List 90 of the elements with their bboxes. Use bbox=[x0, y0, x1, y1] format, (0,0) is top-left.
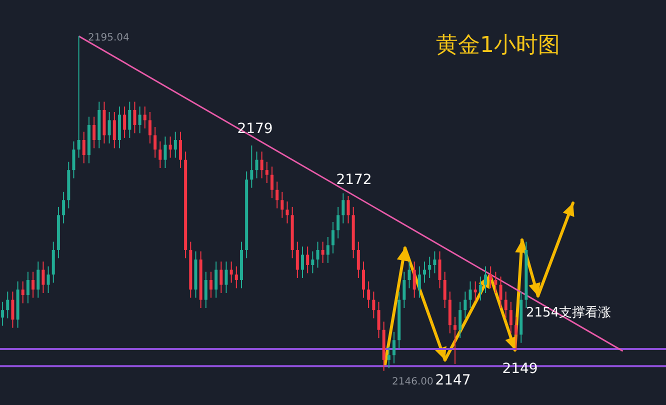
candlestick bbox=[11, 291, 14, 328]
candlestick bbox=[408, 261, 411, 289]
candlestick bbox=[128, 101, 132, 138]
candlestick bbox=[143, 106, 146, 129]
candlestick bbox=[1, 301, 4, 326]
candlestick bbox=[504, 291, 508, 319]
candlestick bbox=[276, 181, 279, 209]
candlestick bbox=[412, 261, 416, 298]
candlestick bbox=[306, 246, 310, 274]
candlestick bbox=[494, 271, 498, 294]
candlestick bbox=[82, 131, 86, 164]
candlestick bbox=[311, 250, 314, 274]
candlestick bbox=[154, 126, 157, 158]
candlestick bbox=[265, 161, 268, 184]
candlestick bbox=[204, 271, 208, 309]
candlestick bbox=[514, 316, 518, 351]
candlestick bbox=[464, 291, 467, 319]
candlestick bbox=[224, 261, 228, 294]
candlestick bbox=[158, 140, 162, 169]
candlestick bbox=[387, 346, 390, 369]
candlestick bbox=[296, 241, 299, 278]
candlestick bbox=[178, 131, 182, 169]
candlestick bbox=[342, 192, 345, 224]
candlestick bbox=[454, 316, 457, 365]
candlestick bbox=[326, 236, 330, 264]
candlestick bbox=[21, 280, 24, 304]
candlestick bbox=[402, 271, 406, 309]
candlestick bbox=[280, 191, 284, 218]
candlestick bbox=[509, 301, 512, 334]
candlestick bbox=[321, 241, 324, 264]
candlestick bbox=[138, 106, 142, 134]
candlestick bbox=[346, 196, 350, 224]
candlestick bbox=[484, 266, 488, 294]
candlestick bbox=[214, 261, 218, 298]
candlestick bbox=[474, 280, 477, 302]
candlestick bbox=[234, 266, 238, 289]
candlestick bbox=[230, 261, 233, 284]
candlestick bbox=[367, 280, 370, 309]
candlestick bbox=[174, 131, 177, 158]
candlestick bbox=[270, 166, 274, 199]
candlestick bbox=[77, 35, 80, 158]
candlestick bbox=[46, 266, 50, 294]
annotation: 2172 bbox=[336, 172, 372, 188]
candlestick bbox=[108, 112, 111, 144]
text: 黄金1小时图 bbox=[436, 32, 560, 60]
candlestick bbox=[32, 271, 35, 298]
candlestick bbox=[300, 246, 304, 278]
candlestick bbox=[72, 140, 76, 179]
annotation: 2179 bbox=[237, 121, 273, 138]
candlestick bbox=[336, 206, 340, 239]
candlestick bbox=[428, 256, 432, 278]
candlestick bbox=[62, 191, 66, 224]
candlestick bbox=[255, 151, 258, 179]
candlestick bbox=[372, 291, 376, 319]
candlestick bbox=[458, 301, 462, 339]
candlestick bbox=[112, 112, 116, 149]
candlestick bbox=[499, 276, 502, 309]
candlestick bbox=[168, 136, 172, 158]
candlestick bbox=[489, 266, 492, 289]
candlestick bbox=[332, 221, 334, 254]
candlestick bbox=[286, 200, 289, 224]
candlestick bbox=[362, 261, 366, 298]
candlestick bbox=[423, 261, 426, 284]
candlestick bbox=[468, 280, 472, 309]
annotation: 2195.04 bbox=[88, 32, 130, 44]
annotation: 2147 bbox=[435, 372, 471, 389]
candlestick bbox=[26, 271, 30, 304]
candlestick bbox=[92, 116, 96, 149]
candlestick bbox=[260, 151, 264, 179]
candlestick bbox=[438, 250, 442, 289]
candlestick bbox=[133, 101, 136, 134]
candlestick bbox=[36, 261, 40, 298]
candlestick bbox=[164, 136, 167, 169]
candlestick bbox=[356, 241, 360, 278]
annotation: 2146.00 bbox=[392, 376, 434, 388]
candlestick bbox=[250, 144, 254, 188]
candlestick bbox=[392, 331, 396, 364]
candlestick bbox=[478, 276, 482, 302]
candlestick bbox=[123, 106, 126, 138]
candlestick bbox=[316, 241, 320, 268]
candlestick bbox=[6, 291, 10, 319]
candlestick bbox=[418, 266, 421, 298]
candlestick bbox=[220, 261, 223, 294]
candlestick bbox=[377, 301, 380, 339]
candlestick bbox=[148, 112, 152, 144]
candlestick bbox=[209, 271, 212, 298]
annotation: 2154支撑看涨 bbox=[526, 305, 612, 320]
candlestick bbox=[42, 261, 45, 294]
candlestick bbox=[443, 271, 446, 309]
candlestick bbox=[433, 250, 436, 274]
